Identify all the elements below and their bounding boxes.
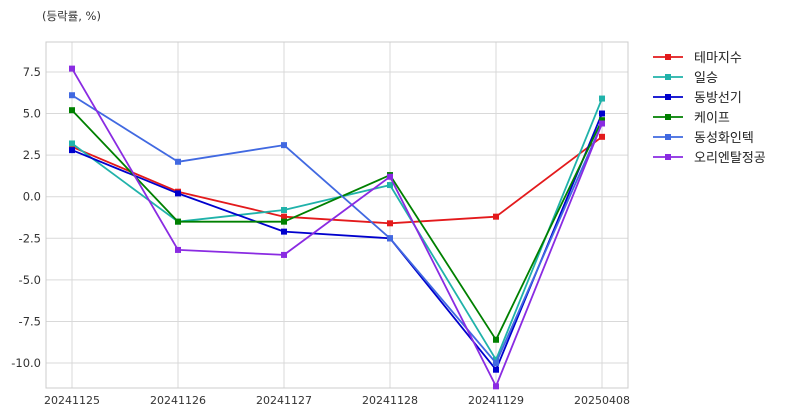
legend-marker (665, 54, 671, 60)
series-lines (69, 65, 605, 390)
data-point (493, 360, 499, 367)
x-tick-label: 20241125 (44, 394, 100, 407)
y-tick-label: -5.0 (19, 273, 41, 287)
series-line (71, 68, 603, 388)
data-point (281, 218, 287, 225)
data-point (387, 182, 393, 189)
data-point (493, 336, 499, 343)
y-tick-label: 2.5 (23, 148, 41, 162)
data-point (493, 366, 499, 373)
plot-frame (45, 41, 629, 389)
x-tick-label: 20241127 (256, 394, 312, 407)
x-tick-label: 20241126 (150, 394, 206, 407)
data-point (69, 147, 75, 154)
data-point (599, 120, 605, 127)
legend-label: 동방선기 (694, 91, 742, 106)
data-point (387, 220, 393, 227)
legend-item: 오리엔탈정공 (653, 151, 766, 166)
legend-item: 일승 (653, 71, 718, 86)
series-1 (69, 95, 605, 363)
data-point (175, 246, 181, 253)
legend-label: 오리엔탈정공 (694, 151, 766, 166)
legend-item: 케이프 (653, 111, 730, 126)
data-point (599, 117, 605, 124)
y-tick-label: 0.0 (23, 190, 41, 204)
data-point (493, 383, 499, 390)
data-point (599, 110, 605, 117)
data-point (281, 251, 287, 258)
data-point (599, 133, 605, 140)
data-point (69, 92, 75, 99)
series-4 (69, 92, 605, 367)
data-point (281, 213, 287, 220)
legend-item: 동방선기 (653, 91, 742, 106)
legend-label: 테마지수 (694, 51, 742, 66)
y-tick-label: -10.0 (11, 356, 41, 370)
series-0 (69, 133, 605, 227)
legend-label: 동성화인텍 (694, 131, 754, 146)
data-point (387, 173, 393, 180)
legend-item: 동성화인텍 (653, 131, 754, 146)
x-axis-ticks: 20241125 20241126 20241127 20241128 20241129… (44, 394, 630, 407)
legend-label: 케이프 (694, 111, 730, 126)
data-point (281, 207, 287, 214)
legend-label: 일승 (694, 71, 718, 86)
y-tick-label: 7.5 (23, 65, 41, 79)
series-5 (69, 65, 605, 390)
data-point (281, 142, 287, 149)
data-point (69, 140, 75, 147)
x-tick-label: 20250408 (574, 394, 630, 407)
series-line (71, 94, 603, 364)
data-point (175, 158, 181, 165)
data-point (175, 190, 181, 197)
y-axis-ticks: -10.0 -7.5 -5.0 -2.5 0.0 2.5 5.0 7.5 (11, 65, 41, 370)
y-tick-label: -7.5 (19, 314, 41, 328)
series-3 (69, 107, 605, 343)
x-tick-label: 20241128 (362, 394, 418, 407)
legend-marker (665, 114, 671, 120)
data-point (175, 218, 181, 225)
series-2 (69, 110, 605, 373)
series-line (71, 109, 603, 341)
y-tick-label: 5.0 (23, 107, 41, 121)
data-point (387, 235, 393, 242)
data-point (493, 213, 499, 220)
x-tick-label: 20241129 (468, 394, 524, 407)
legend-marker (665, 154, 671, 160)
legend-marker (665, 94, 671, 100)
data-point (69, 107, 75, 114)
unit-label: (등락률, %) (42, 9, 101, 23)
legend-item: 테마지수 (653, 51, 742, 66)
data-point (69, 65, 75, 72)
legend-marker (665, 134, 671, 140)
data-point (493, 356, 499, 363)
data-point (69, 143, 75, 150)
series-line (71, 136, 603, 225)
series-line (71, 113, 603, 371)
y-tick-label: -2.5 (19, 231, 41, 245)
legend-marker (665, 74, 671, 80)
data-point (599, 95, 605, 102)
data-point (281, 228, 287, 235)
